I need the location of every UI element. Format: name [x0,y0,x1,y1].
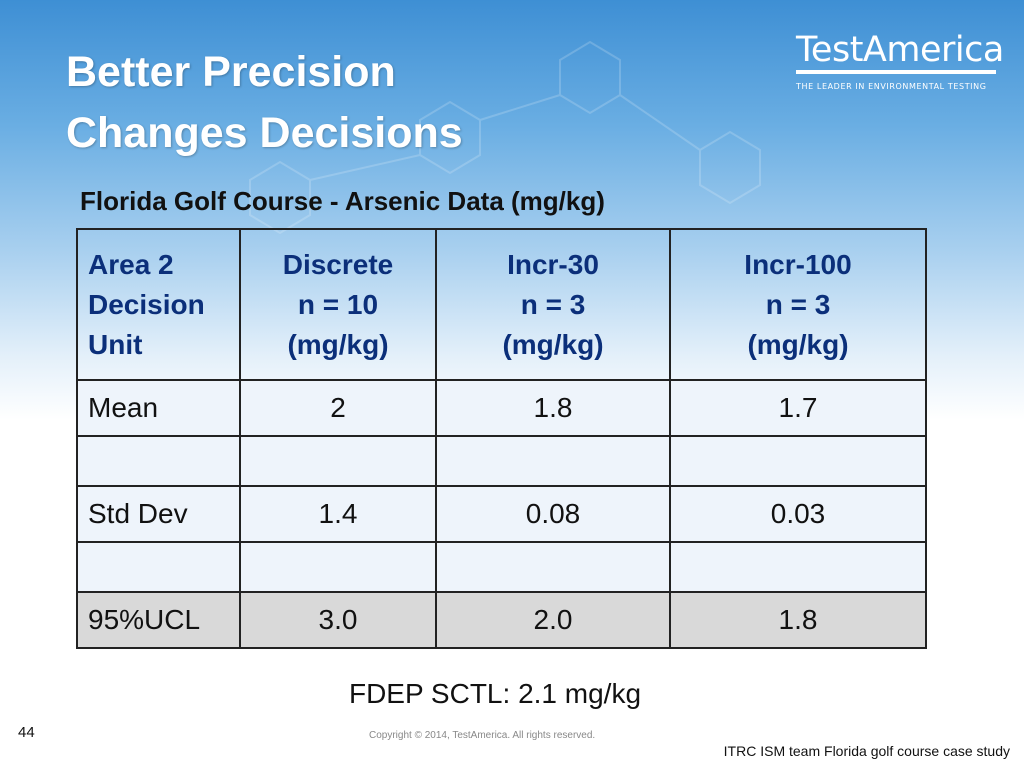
table-cell [669,435,927,487]
table-cell: 2.0 [435,591,671,649]
header-cell-incr-100: Incr-100 n = 3 (mg/kg) [669,228,927,381]
table-cell: 3.0 [239,591,437,649]
logo-underline [796,70,996,74]
header-cell-decision-unit: Area 2 Decision Unit [76,228,241,381]
table-cell: Std Dev [76,485,241,543]
table-cell [435,541,671,593]
header-text: n = 3 [520,288,586,320]
page-number: 44 [18,724,35,741]
table-cell: 0.03 [669,485,927,543]
table-cell [76,435,241,487]
header-text: Incr-100 [744,248,852,280]
table-row-std-dev: Std Dev 1.4 0.08 0.03 [76,485,927,543]
slide-title: Better Precision Changes Decisions [66,42,463,164]
header-text: (mg/kg) [747,328,849,360]
table-cell: Mean [76,379,241,437]
table-row-mean: Mean 2 1.8 1.7 [76,379,927,437]
logo-name: TestAmerica [796,30,1004,70]
table-header-row: Area 2 Decision Unit Discrete n = 10 (mg… [76,228,927,381]
title-line-2: Changes Decisions [66,109,463,157]
testamerica-logo: TestAmerica THE LEADER IN ENVIRONMENTAL … [796,30,1004,94]
table-cell: 1.8 [435,379,671,437]
table-cell: 1.7 [669,379,927,437]
table-title: Florida Golf Course - Arsenic Data (mg/k… [80,186,605,216]
header-cell-discrete: Discrete n = 10 (mg/kg) [239,228,437,381]
arsenic-data-table: Area 2 Decision Unit Discrete n = 10 (mg… [76,228,927,649]
table-cell [239,541,437,593]
header-text: Area 2 [88,248,174,280]
table-cell: 1.8 [669,591,927,649]
table-cell: 95%UCL [76,591,241,649]
table-cell: 2 [239,379,437,437]
logo-tagline: THE LEADER IN ENVIRONMENTAL TESTING [796,82,987,91]
table-row-95-ucl: 95%UCL 3.0 2.0 1.8 [76,591,927,649]
header-text: Unit [88,328,143,360]
header-text: n = 10 [297,288,379,320]
header-text: Discrete [282,248,394,280]
table-cell: 1.4 [239,485,437,543]
source-citation: ITRC ISM team Florida golf course case s… [723,743,1010,759]
table-cell [435,435,671,487]
title-line-1: Better Precision [66,48,396,96]
header-text: Decision [88,288,205,320]
header-text: Incr-30 [507,248,599,280]
table-cell [669,541,927,593]
header-text: n = 3 [765,288,831,320]
header-text: (mg/kg) [287,328,389,360]
molecule-watermark [249,40,761,235]
table-row-blank [76,435,927,487]
header-text: (mg/kg) [502,328,604,360]
table-cell [239,435,437,487]
header-cell-incr-30: Incr-30 n = 3 (mg/kg) [435,228,671,381]
table-cell [76,541,241,593]
table-row-blank [76,541,927,593]
copyright-notice: Copyright © 2014, TestAmerica. All right… [369,730,596,741]
table-cell: 0.08 [435,485,671,543]
sctl-note: FDEP SCTL: 2.1 mg/kg [348,678,642,709]
